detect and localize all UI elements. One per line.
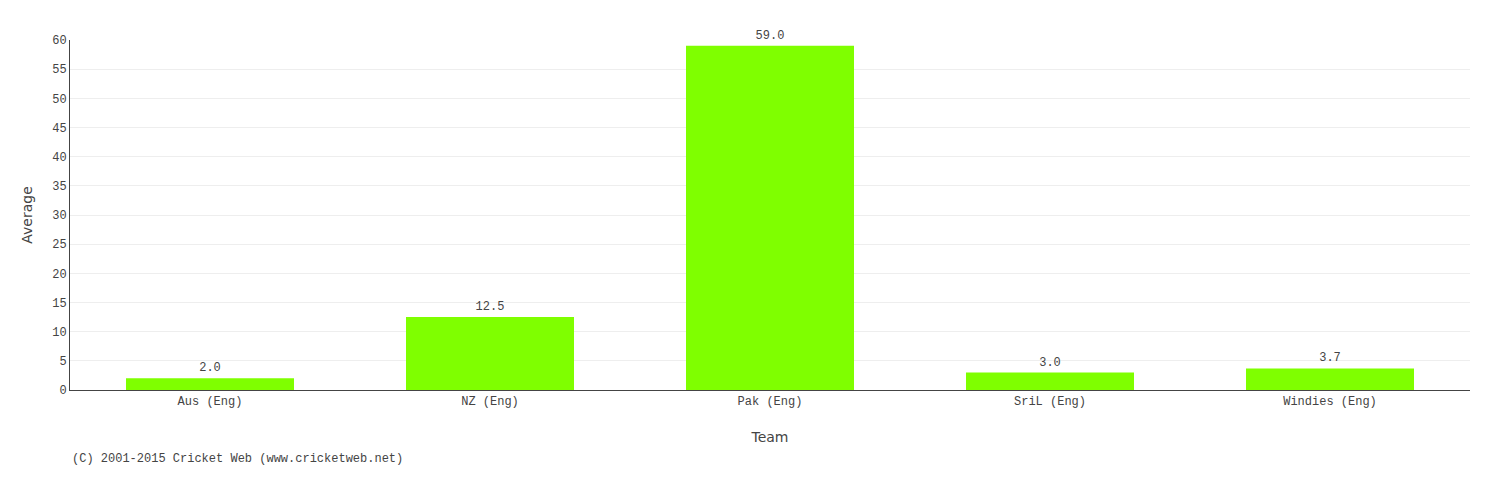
svg-text:59.0: 59.0 bbox=[756, 29, 785, 43]
svg-text:Pak (Eng): Pak (Eng) bbox=[738, 395, 803, 409]
svg-text:12.5: 12.5 bbox=[476, 300, 505, 314]
svg-text:50: 50 bbox=[52, 93, 66, 107]
svg-text:Aus (Eng): Aus (Eng) bbox=[178, 395, 243, 409]
svg-text:0: 0 bbox=[59, 384, 66, 398]
svg-text:20: 20 bbox=[52, 268, 66, 282]
svg-text:30: 30 bbox=[52, 209, 66, 223]
svg-text:3.7: 3.7 bbox=[1319, 351, 1341, 365]
svg-text:45: 45 bbox=[52, 122, 66, 136]
svg-text:Windies (Eng): Windies (Eng) bbox=[1283, 395, 1377, 409]
svg-text:5: 5 bbox=[59, 355, 66, 369]
svg-text:Average: Average bbox=[19, 186, 35, 244]
svg-text:15: 15 bbox=[52, 297, 66, 311]
svg-text:Team: Team bbox=[750, 429, 788, 445]
svg-text:55: 55 bbox=[52, 63, 66, 77]
svg-text:10: 10 bbox=[52, 326, 66, 340]
svg-text:NZ (Eng): NZ (Eng) bbox=[461, 395, 519, 409]
svg-text:25: 25 bbox=[52, 238, 66, 252]
svg-text:40: 40 bbox=[52, 151, 66, 165]
svg-text:35: 35 bbox=[52, 180, 66, 194]
svg-text:SriL (Eng): SriL (Eng) bbox=[1014, 395, 1086, 409]
svg-text:2.0: 2.0 bbox=[199, 361, 221, 375]
svg-text:(C) 2001-2015 Cricket Web (www: (C) 2001-2015 Cricket Web (www.cricketwe… bbox=[72, 452, 403, 466]
svg-text:3.0: 3.0 bbox=[1039, 356, 1061, 370]
svg-text:60: 60 bbox=[52, 34, 66, 48]
